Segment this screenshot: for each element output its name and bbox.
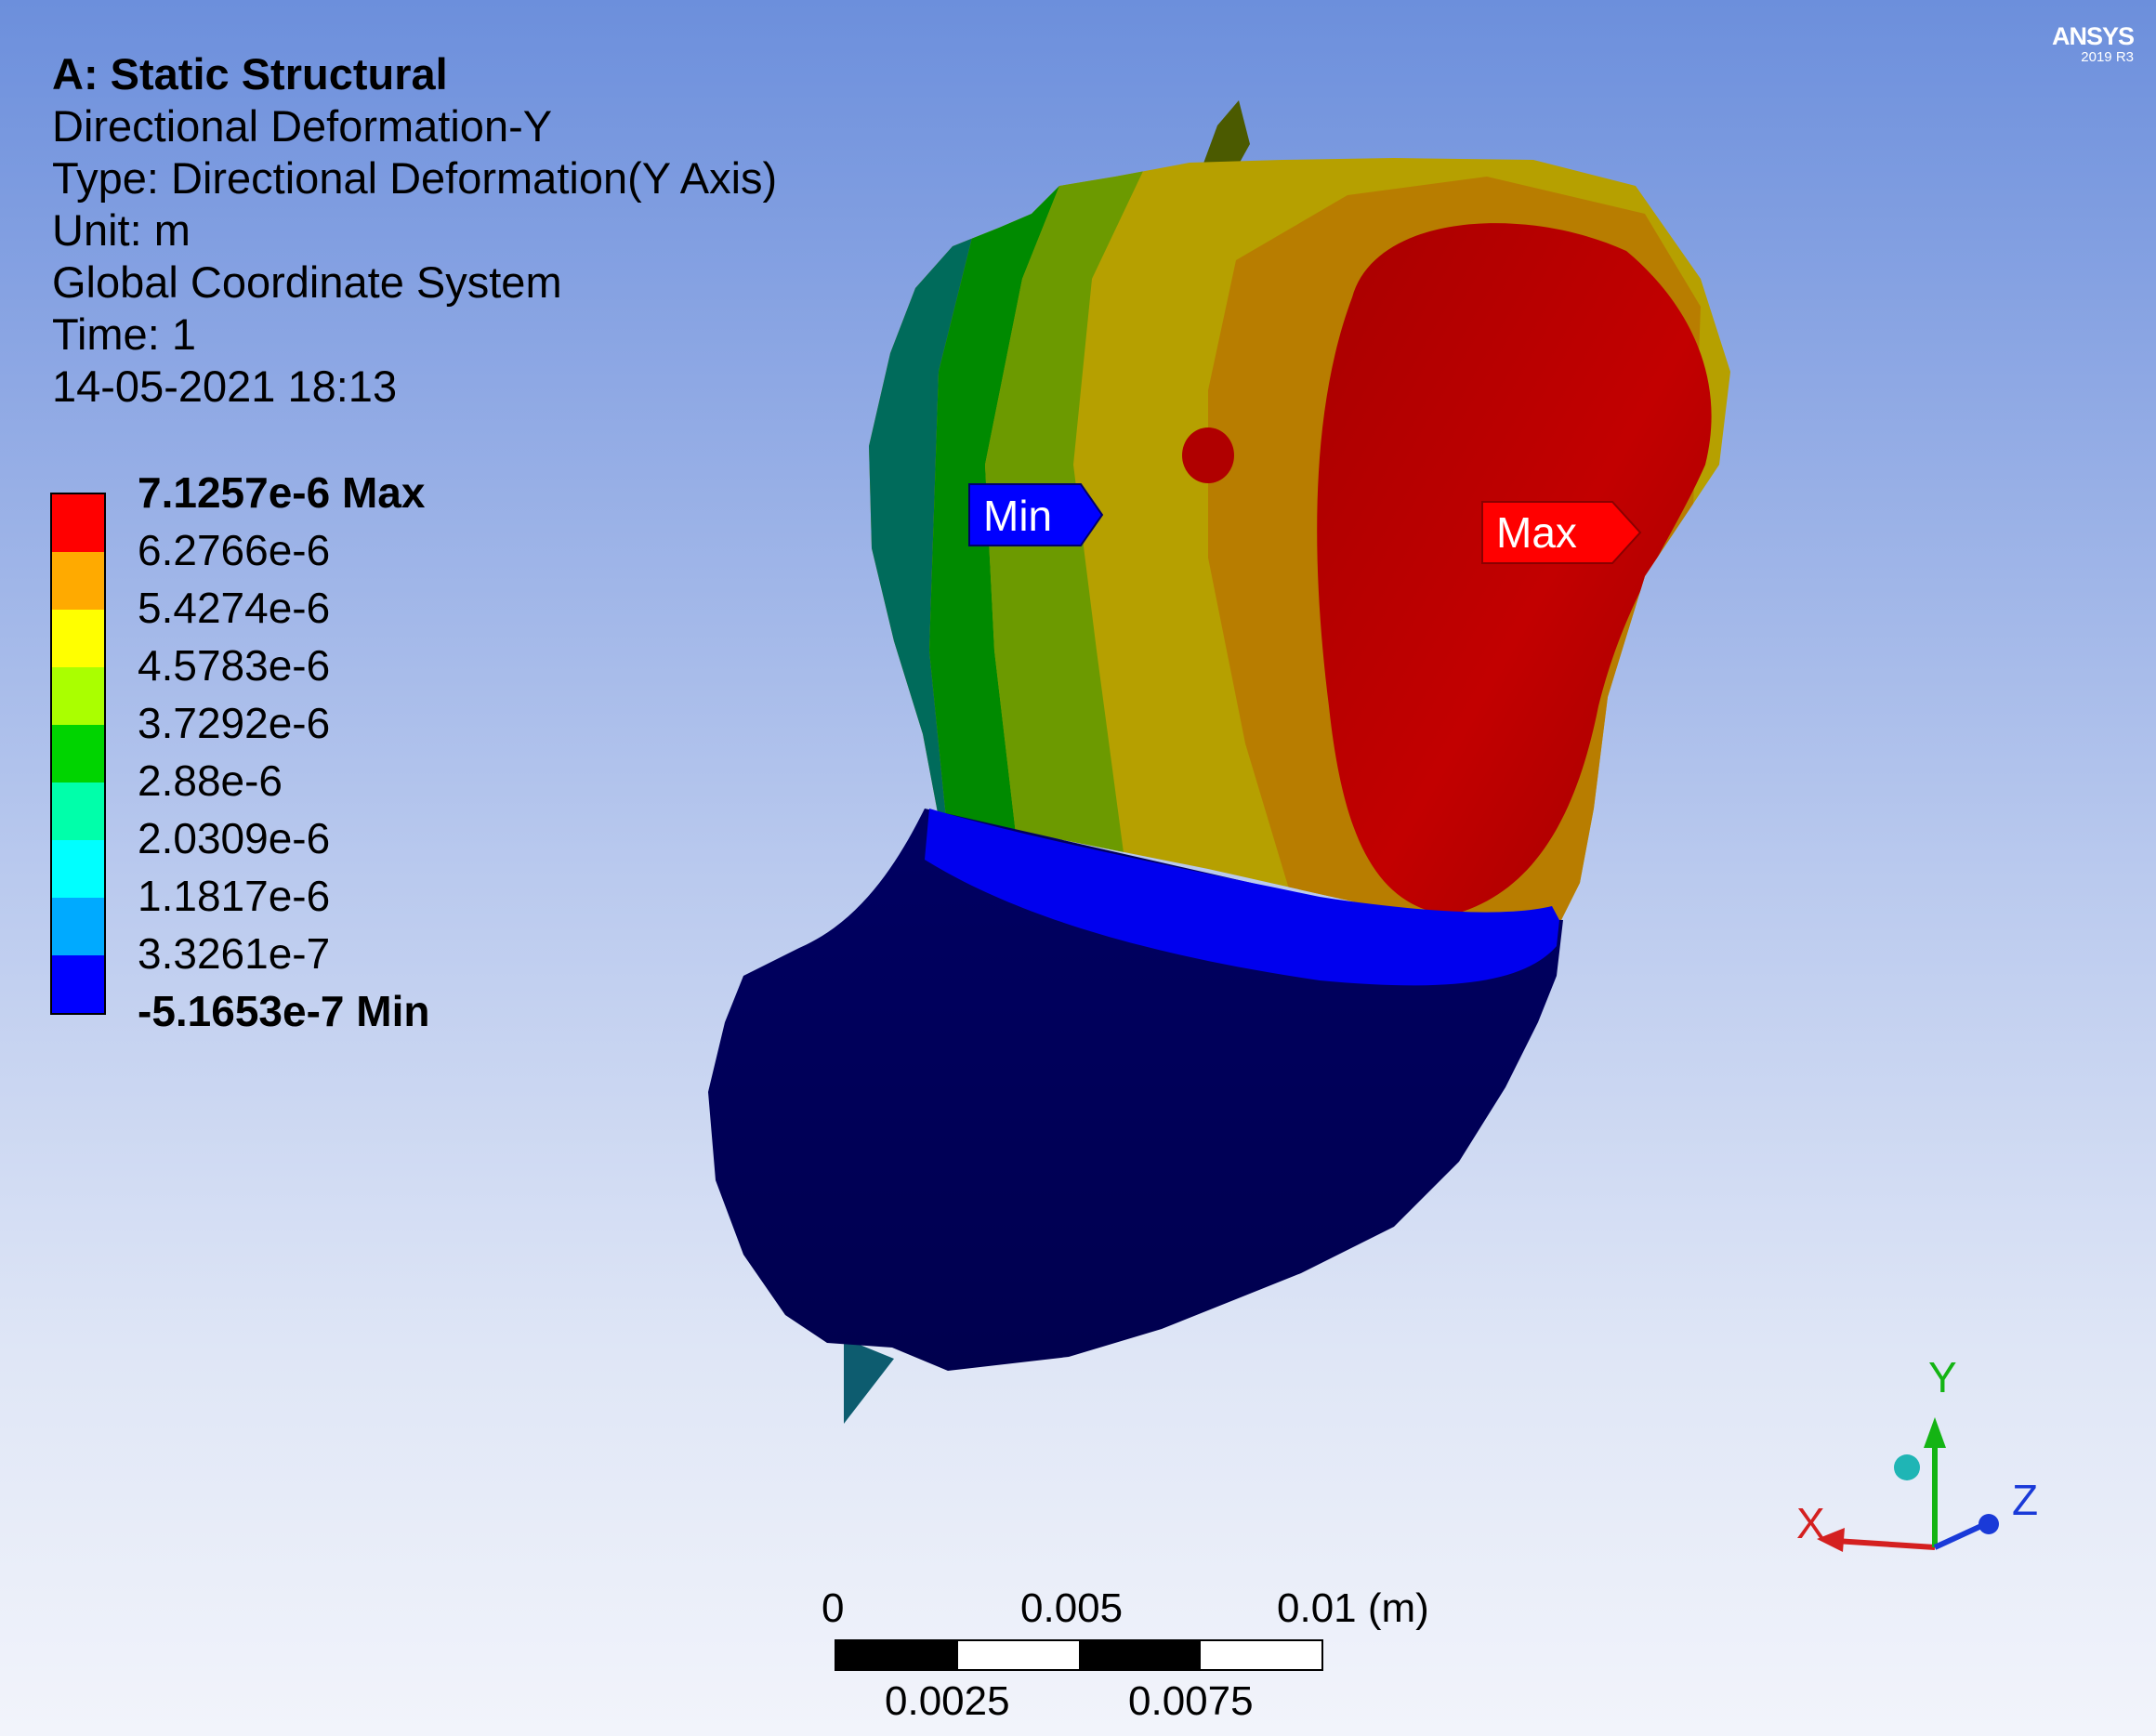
min-probe-flag	[968, 483, 1104, 546]
scale-segment	[957, 1641, 1079, 1669]
scale-label-0005: 0.005	[1020, 1585, 1124, 1631]
result-name: Directional Deformation-Y	[52, 101, 553, 151]
min-probe-marker[interactable]: Min	[968, 483, 1104, 546]
coordinate-triad[interactable]: X Y Z	[1796, 1353, 2038, 1552]
legend-label: 4.5783e-6	[138, 641, 331, 690]
triad-z-label: Z	[2012, 1476, 2038, 1524]
legend-label: 2.0309e-6	[138, 814, 331, 862]
max-probe-label: Max	[1496, 508, 1577, 557]
analysis-title: A: Static Structural	[52, 49, 448, 99]
coordinate-system: Global Coordinate System	[52, 257, 562, 307]
bottom-fin	[844, 1338, 894, 1424]
max-probe-flag	[1481, 501, 1642, 564]
triad-y-label: Y	[1928, 1353, 1957, 1401]
legend-color-bar[interactable]	[50, 493, 106, 1015]
legend-min-label: -5.1653e-7 Min	[138, 987, 430, 1035]
scale-bar	[835, 1639, 1323, 1671]
scale-segment	[836, 1641, 958, 1669]
legend-swatch	[52, 610, 104, 667]
scale-segment	[1200, 1641, 1321, 1669]
scale-label-00025: 0.0025	[885, 1678, 1010, 1724]
triad-x-label: X	[1796, 1499, 1825, 1547]
result-unit: Unit: m	[52, 205, 191, 255]
legend-swatch	[52, 552, 104, 610]
scale-segment	[1079, 1641, 1201, 1669]
ansys-brand-text: ANSYS	[2051, 22, 2135, 50]
legend-label: 6.2766e-6	[138, 526, 331, 574]
scale-label-0: 0	[822, 1585, 845, 1631]
blue-band	[925, 809, 1559, 986]
legend-swatch	[52, 494, 104, 552]
triad-x-arrow	[1817, 1528, 1845, 1552]
legend-label: 3.3261e-7	[138, 929, 331, 978]
legend-swatch	[52, 898, 104, 955]
legend-swatch	[52, 783, 104, 840]
legend-swatch	[52, 955, 104, 1013]
legend-label: 5.4274e-6	[138, 584, 331, 632]
scale-label-001-m: 0.01 (m)	[1277, 1585, 1429, 1631]
min-probe-label: Min	[983, 492, 1052, 540]
legend-swatch	[52, 725, 104, 783]
result-time: Time: 1	[52, 309, 196, 359]
scale-label-00075: 0.0075	[1128, 1678, 1254, 1724]
legend-label: 1.1817e-6	[138, 872, 331, 920]
triad-x-axis	[1834, 1538, 1936, 1550]
max-probe-marker[interactable]: Max	[1481, 501, 1642, 564]
ansys-logo: ANSYS 2019 R3	[2051, 22, 2135, 65]
legend-label: 2.88e-6	[138, 756, 283, 805]
triad-z-tip	[1979, 1514, 1999, 1534]
ansys-version-text: 2019 R3	[2081, 49, 2134, 65]
triad-z-axis	[1933, 1523, 1983, 1550]
triad-iso-ball[interactable]	[1894, 1454, 1920, 1480]
legend-label: 3.7292e-6	[138, 699, 331, 747]
legend-swatch	[52, 667, 104, 725]
triad-y-arrow	[1924, 1417, 1946, 1448]
result-timestamp: 14-05-2021 18:13	[52, 362, 398, 411]
result-type: Type: Directional Deformation(Y Axis)	[52, 153, 778, 203]
legend-swatch	[52, 840, 104, 898]
legend-max-label: 7.1257e-6 Max	[138, 468, 426, 517]
